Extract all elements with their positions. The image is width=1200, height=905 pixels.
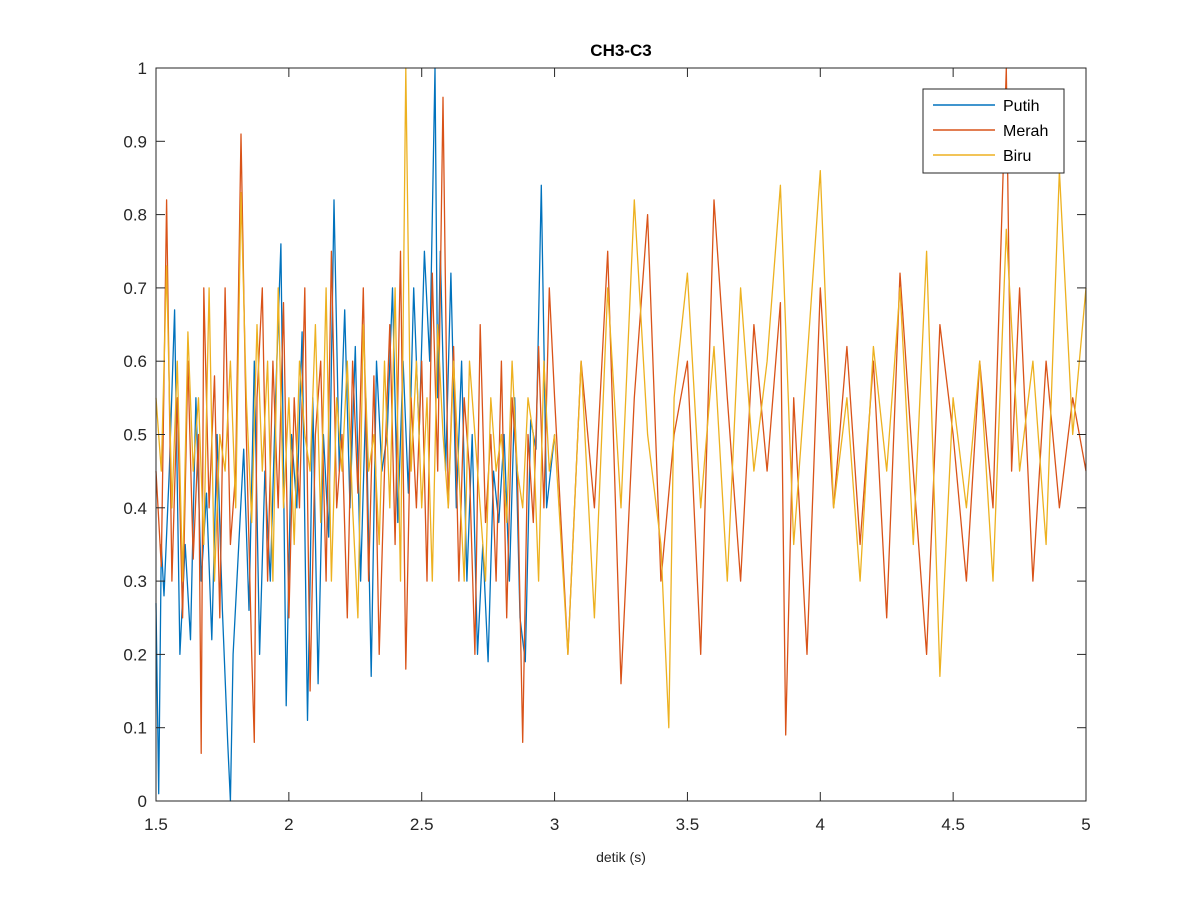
y-tick-label: 0.9 — [123, 132, 147, 151]
legend: Putih Merah Biru — [922, 88, 1065, 174]
x-tick-label: 2 — [284, 815, 293, 834]
y-tick-label: 0.4 — [123, 499, 147, 518]
x-tick-label: 3 — [550, 815, 559, 834]
y-tick-label: 0.7 — [123, 279, 147, 298]
y-tick-label: 0.2 — [123, 645, 147, 664]
y-tick-label: 0.6 — [123, 352, 147, 371]
y-axis-ticks: 0 0.1 0.2 0.3 0.4 0.5 0.6 0.7 0.8 0.9 1 — [123, 59, 1086, 811]
x-axis-label: detik (s) — [596, 849, 646, 865]
y-tick-label: 0 — [138, 792, 147, 811]
y-tick-label: 0.5 — [123, 426, 147, 445]
y-tick-label: 0.3 — [123, 572, 147, 591]
x-tick-label: 4.5 — [941, 815, 965, 834]
legend-label-biru: Biru — [1003, 148, 1031, 165]
x-tick-label: 4 — [816, 815, 825, 834]
x-tick-label: 2.5 — [410, 815, 434, 834]
y-tick-label: 1 — [138, 59, 147, 78]
y-tick-label: 0.8 — [123, 206, 147, 225]
y-tick-label: 0.1 — [123, 719, 147, 738]
series-line-putih — [155, 67, 556, 802]
x-axis-ticks: 1.5 2 2.5 3 3.5 4 4.5 5 — [144, 68, 1091, 834]
legend-label-putih: Putih — [1003, 98, 1039, 115]
series-layer — [155, 67, 1087, 802]
x-tick-label: 5 — [1081, 815, 1090, 834]
legend-box — [922, 88, 1065, 174]
chart-title: CH3-C3 — [590, 41, 651, 60]
x-tick-label: 3.5 — [676, 815, 700, 834]
series-line-biru — [155, 67, 1087, 729]
legend-label-merah: Merah — [1003, 123, 1048, 140]
x-tick-label: 1.5 — [144, 815, 168, 834]
series-line-merah — [155, 67, 1087, 755]
